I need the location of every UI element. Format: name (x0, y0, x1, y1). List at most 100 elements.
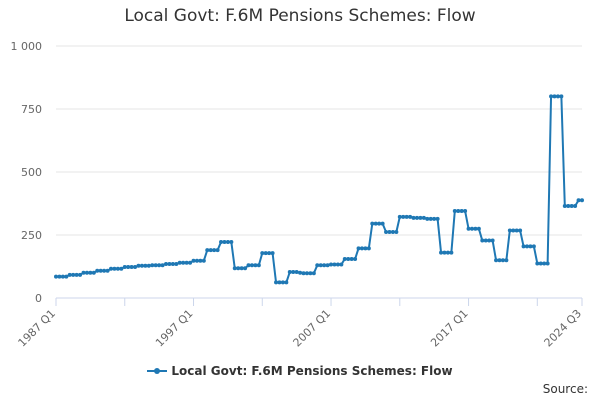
y-tick-label: 0 (35, 292, 42, 305)
data-point (518, 228, 523, 233)
data-point (191, 258, 196, 263)
data-point (559, 94, 564, 99)
data-point (95, 268, 100, 273)
data-point (298, 270, 303, 275)
data-point (466, 226, 471, 231)
data-point (549, 94, 554, 99)
x-tick-label: 2007 Q1 (291, 307, 334, 350)
data-point (531, 244, 536, 249)
data-point (552, 94, 557, 99)
data-point (363, 246, 368, 251)
data-point (528, 244, 533, 249)
data-point (243, 266, 248, 271)
data-point (81, 270, 86, 275)
data-point (507, 228, 512, 233)
data-point (88, 270, 93, 275)
data-point (439, 250, 444, 255)
data-point (421, 215, 426, 220)
x-tick-label: 2024 Q3 (542, 307, 585, 350)
data-point (84, 270, 89, 275)
data-point (346, 256, 351, 261)
data-point (390, 229, 395, 234)
data-point (414, 215, 419, 220)
data-point (335, 262, 340, 267)
data-point (201, 258, 206, 263)
data-point (270, 251, 275, 256)
data-point (442, 250, 447, 255)
data-point (349, 256, 354, 261)
data-point (555, 94, 560, 99)
data-point (452, 209, 457, 214)
data-point (136, 263, 141, 268)
data-point (315, 263, 320, 268)
data-point (239, 266, 244, 271)
data-point (580, 198, 584, 203)
data-point (435, 216, 440, 221)
data-point (397, 214, 402, 219)
data-point (359, 246, 364, 251)
data-point (57, 274, 62, 279)
data-point (576, 198, 581, 203)
data-point (469, 226, 474, 231)
x-tick-label: 2017 Q1 (428, 307, 471, 350)
data-point (253, 263, 258, 268)
data-point (78, 272, 83, 277)
data-point (342, 256, 347, 261)
data-point (54, 274, 58, 279)
x-tick-label: 1997 Q1 (153, 307, 196, 350)
data-point (490, 238, 495, 243)
data-point (139, 263, 144, 268)
legend[interactable]: Local Govt: F.6M Pensions Schemes: Flow (0, 364, 600, 378)
source-label: Source: (542, 382, 588, 396)
data-point (514, 228, 519, 233)
data-point (60, 274, 65, 279)
data-point (112, 266, 117, 271)
data-point (246, 263, 251, 268)
data-point (274, 280, 279, 285)
data-point (146, 263, 151, 268)
data-point (91, 270, 96, 275)
data-point (545, 261, 550, 266)
data-point (205, 248, 210, 253)
data-point (494, 258, 499, 263)
data-point (129, 265, 134, 270)
data-point (463, 209, 468, 214)
data-point (194, 258, 199, 263)
data-point (160, 263, 165, 268)
data-point (260, 251, 265, 256)
data-point (208, 248, 213, 253)
data-point (291, 270, 296, 275)
data-point (256, 263, 261, 268)
series-line (56, 95, 582, 284)
data-point (524, 244, 529, 249)
data-point (105, 268, 110, 273)
data-point (109, 266, 114, 271)
data-point (102, 268, 107, 273)
data-point (188, 260, 193, 265)
x-tick-label: 1987 Q1 (16, 307, 59, 350)
data-point (504, 258, 509, 263)
data-point (476, 226, 481, 231)
data-point (394, 229, 399, 234)
data-point (181, 260, 186, 265)
data-point (366, 246, 371, 251)
data-point (119, 266, 124, 271)
y-tick-label: 750 (21, 103, 42, 116)
data-point (215, 248, 220, 253)
data-point (308, 271, 313, 276)
data-point (425, 216, 430, 221)
data-point (153, 263, 158, 268)
data-point (164, 261, 169, 266)
data-point (573, 204, 578, 209)
data-point (184, 260, 189, 265)
data-point (232, 266, 237, 271)
data-point (294, 270, 299, 275)
data-point (280, 280, 285, 285)
data-point (459, 209, 464, 214)
data-point (122, 265, 127, 270)
data-point (449, 250, 454, 255)
y-tick-label: 500 (21, 166, 42, 179)
legend-label: Local Govt: F.6M Pensions Schemes: Flow (171, 364, 453, 378)
data-point (562, 204, 567, 209)
data-point (521, 244, 526, 249)
